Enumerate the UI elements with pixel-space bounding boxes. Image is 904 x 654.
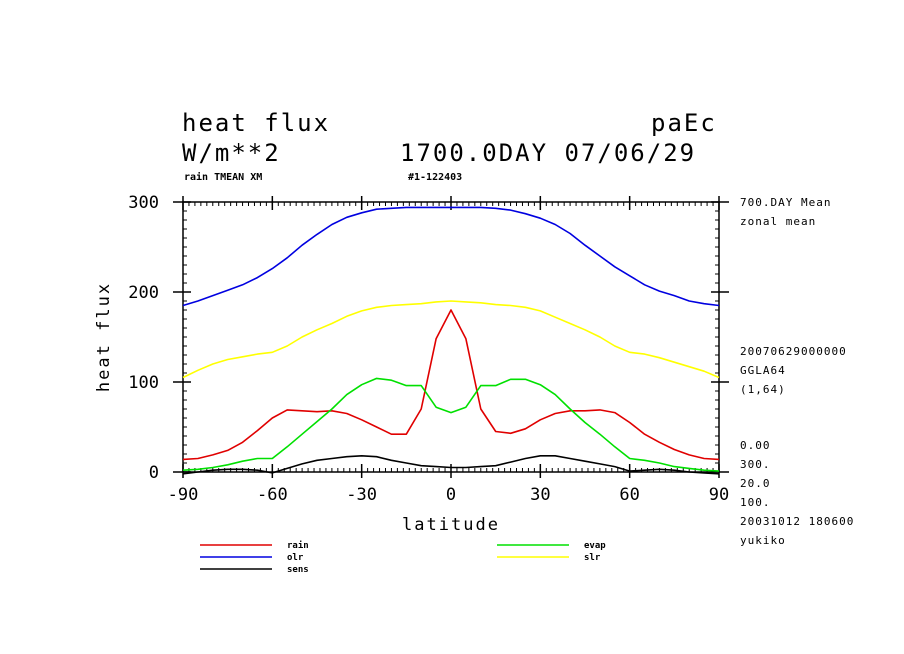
legend-label-olr: olr — [287, 553, 304, 563]
y-tick-label: 0 — [149, 463, 159, 483]
x-tick-label: 30 — [530, 485, 550, 505]
legend-label-slr: slr — [584, 553, 601, 563]
value-info-3: 20.0 — [740, 477, 771, 490]
x-axis-label: latitude — [402, 515, 500, 535]
variable-subtitle: rain TMEAN XM — [184, 172, 263, 183]
y-axis-label: heat flux — [94, 282, 114, 392]
value-info-1: 0.00 — [740, 439, 771, 452]
value-info-4: 100. — [740, 496, 771, 509]
run-id-subtitle: #1-122403 — [408, 172, 463, 183]
x-tick-label: -30 — [346, 485, 377, 505]
datestamp-info: 20070629000000 — [740, 345, 847, 358]
x-tick-label: -90 — [168, 485, 199, 505]
run-info: 20031012 180600 — [740, 515, 855, 528]
units-label: W/m**2 — [182, 139, 281, 167]
x-tick-label: 90 — [709, 485, 729, 505]
user-info: yukiko — [740, 534, 786, 547]
grid-info: GGLA64 — [740, 364, 786, 377]
mean-info: 700.DAY Mean — [740, 196, 832, 209]
legend-label-sens: sens — [287, 565, 309, 575]
legend-label-rain: rain — [287, 540, 309, 551]
series-line-sens — [182, 454, 720, 475]
date-line: 1700.0DAY 07/06/29 — [400, 139, 697, 167]
series-line-evap — [182, 377, 720, 472]
series-line-slr — [182, 300, 720, 379]
y-tick-label: 100 — [128, 373, 159, 393]
chart-title: heat flux — [182, 109, 331, 137]
value-info-2: 300. — [740, 458, 771, 471]
series-line-olr — [182, 206, 720, 307]
y-tick-label: 300 — [128, 193, 159, 213]
x-tick-label: 60 — [619, 485, 639, 505]
legend-label-evap: evap — [584, 541, 606, 551]
x-tick-label: -60 — [257, 485, 288, 505]
x-tick-label: 0 — [446, 485, 456, 505]
model-name: paEc — [651, 109, 717, 137]
y-tick-label: 200 — [128, 283, 159, 303]
plot-frame — [182, 201, 720, 473]
dims-info: (1,64) — [740, 383, 786, 396]
zonal-info: zonal mean — [740, 215, 817, 228]
series-line-rain — [182, 309, 720, 461]
